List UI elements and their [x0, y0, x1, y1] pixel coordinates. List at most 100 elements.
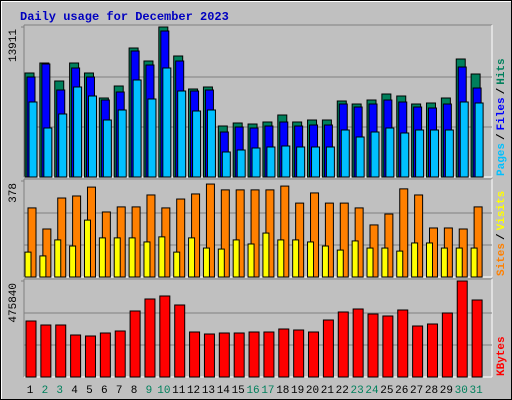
- bar: [429, 129, 439, 178]
- bar: [192, 110, 202, 178]
- bar: [147, 98, 157, 178]
- legend-separator: /: [496, 133, 508, 140]
- bar: [98, 237, 106, 278]
- bar: [73, 86, 83, 178]
- bar: [144, 298, 156, 378]
- bar: [322, 319, 334, 378]
- bar: [205, 183, 215, 278]
- bar: [280, 185, 290, 278]
- x-tick-label: 14: [217, 385, 231, 397]
- bar: [310, 192, 320, 278]
- bar: [132, 79, 142, 178]
- bar: [99, 332, 111, 378]
- bar: [471, 299, 483, 378]
- x-tick-label: 27: [410, 385, 423, 397]
- x-tick-label: 1: [27, 385, 34, 397]
- bar: [146, 194, 156, 278]
- bar: [473, 206, 483, 278]
- x-tick-label: 21: [321, 385, 335, 397]
- bar: [456, 280, 468, 378]
- bar: [250, 189, 260, 278]
- bar: [425, 242, 433, 278]
- bar: [189, 331, 201, 378]
- bar: [191, 193, 201, 278]
- bar: [143, 241, 151, 278]
- bar: [307, 241, 315, 278]
- y-tick-label: 378: [8, 183, 20, 203]
- legend: Pages / Files / Hits: [496, 58, 508, 176]
- bar: [426, 323, 438, 378]
- bar: [399, 188, 409, 278]
- bar: [337, 311, 349, 378]
- bar: [281, 145, 291, 178]
- bar: [177, 90, 187, 178]
- bar: [351, 240, 359, 278]
- bar: [233, 332, 245, 378]
- legend-entry: KBytes: [496, 336, 508, 376]
- bar: [221, 151, 231, 178]
- x-tick-label: 30: [455, 385, 468, 397]
- bar: [236, 149, 246, 178]
- legend-entry: Sites: [496, 243, 508, 276]
- bar: [203, 333, 215, 378]
- bar: [25, 320, 37, 378]
- x-tick-label: 22: [336, 385, 349, 397]
- x-tick-label: 15: [232, 385, 245, 397]
- bar: [235, 189, 245, 278]
- bar: [397, 309, 409, 378]
- bar: [311, 146, 321, 178]
- bar: [400, 132, 410, 178]
- bar: [366, 247, 374, 278]
- x-tick-label: 5: [86, 385, 93, 397]
- bar: [382, 315, 394, 378]
- x-tick-label: 4: [71, 385, 78, 397]
- bar: [72, 195, 82, 278]
- x-tick-label: 10: [157, 385, 170, 397]
- bar: [87, 95, 97, 178]
- bar: [173, 251, 181, 278]
- bar: [470, 247, 478, 278]
- bar: [277, 239, 285, 278]
- bar: [129, 310, 141, 378]
- chart-title: Daily usage for December 2023: [20, 10, 229, 24]
- bar: [411, 242, 419, 278]
- bar: [247, 243, 255, 278]
- bar: [69, 245, 77, 278]
- bar: [102, 119, 112, 178]
- bar: [381, 247, 389, 278]
- bar: [296, 146, 306, 178]
- legend-entry: Hits: [496, 58, 508, 84]
- bar: [114, 330, 126, 378]
- x-tick-label: 13: [202, 385, 215, 397]
- bar: [28, 101, 38, 178]
- y-tick-label: 13911: [8, 29, 20, 62]
- bar: [218, 332, 230, 378]
- bar: [84, 335, 96, 378]
- bar: [55, 324, 67, 378]
- bar: [202, 247, 210, 278]
- x-tick-label: 12: [187, 385, 200, 397]
- x-tick-label: 28: [425, 385, 438, 397]
- bar: [176, 198, 186, 278]
- bar: [43, 127, 53, 178]
- bar: [340, 129, 350, 178]
- y-tick-label: 475840: [8, 283, 20, 323]
- bar: [324, 202, 334, 278]
- x-tick-label: 29: [440, 385, 453, 397]
- bar: [220, 189, 230, 278]
- legend: KBytes: [496, 336, 508, 376]
- bar: [396, 250, 404, 278]
- bar: [188, 237, 196, 278]
- x-tick-label: 8: [131, 385, 138, 397]
- bar: [83, 219, 91, 278]
- bar: [27, 207, 37, 278]
- bar: [248, 331, 260, 378]
- bar: [42, 228, 52, 278]
- x-tick-label: 18: [276, 385, 289, 397]
- bar: [113, 237, 121, 278]
- bar: [39, 255, 47, 278]
- bar: [58, 113, 68, 178]
- bar: [162, 67, 172, 178]
